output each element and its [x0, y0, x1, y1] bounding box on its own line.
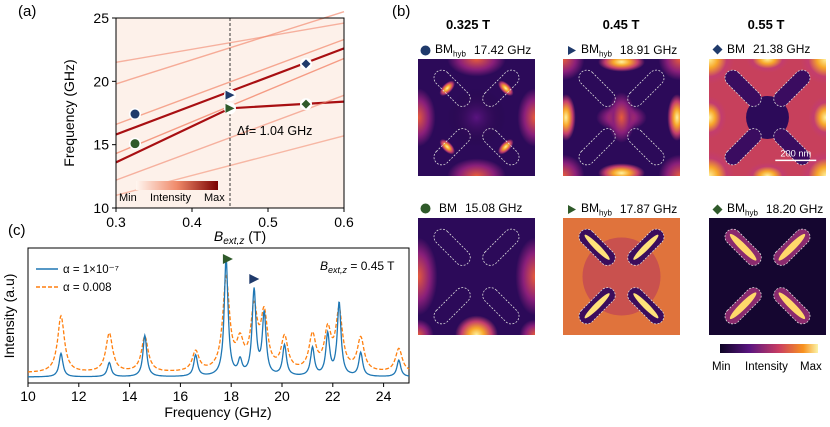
y-tick-label: 25	[93, 10, 109, 26]
field-label-1: 0.325 T	[445, 17, 491, 32]
mode-profile-6	[709, 218, 826, 335]
dispersion-colorbar-min: Min	[119, 192, 137, 204]
x-tick-label: 0.4	[182, 214, 202, 230]
dispersion-y-label: Frequency (GHz)	[61, 59, 77, 166]
field-label-3: 0.55 T	[747, 17, 785, 32]
spectrum-series-1	[28, 257, 410, 378]
branch-4	[115, 38, 345, 126]
y-tick-label: 10	[93, 200, 109, 216]
marker-diamond-6	[301, 99, 311, 109]
panel-b-label: (b)	[392, 3, 411, 20]
dispersion-chart: 25 20 15 10 0.3 0.4 0.5 0.6 Frequency (GHz) Be…	[61, 10, 354, 245]
spectrum-y-label: Intensity (a.u)	[1, 274, 17, 359]
mode-colorbar: Min Intensity Max	[712, 344, 822, 373]
legend-label-2: α = 0.008	[63, 282, 112, 294]
field-label-2: 0.45 T	[602, 17, 640, 32]
x-tick-label: 0.5	[258, 214, 278, 230]
marker-triangle-5	[225, 103, 235, 113]
spectrum-markers	[222, 254, 260, 284]
mode-label-5: BMhyb 17.87 GHz	[567, 201, 677, 217]
mode-profile-2	[563, 59, 680, 176]
mode-label-1: BMhyb 17.42 GHz	[420, 42, 531, 58]
branch-6	[115, 22, 345, 63]
mode-label-3: BM 21.38 GHz	[712, 42, 810, 56]
spectrum-marker-2	[249, 274, 260, 284]
mode-profile-5	[563, 218, 680, 335]
circle-icon	[420, 203, 431, 213]
marker-circle-4	[130, 139, 140, 149]
triangle-icon	[568, 204, 576, 214]
branch-5	[115, 11, 345, 85]
spectrum-legend: α = 1×10⁻⁷ α = 0.008	[36, 264, 119, 294]
marker-circle-1	[130, 109, 140, 119]
dispersion-y-ticks: 25 20 15 10	[93, 10, 116, 216]
dispersion-colorbar-max: Max	[204, 192, 225, 204]
mode-colorbar-mid: Intensity	[745, 361, 788, 373]
x-tick-label: 10	[20, 388, 36, 404]
spectrum-chart: 10 12 14 16 18 20 22 24 Intensity (a.u) Frequen…	[1, 247, 410, 420]
mode-colorbar-min: Min	[712, 361, 731, 373]
triangle-icon	[568, 45, 576, 55]
x-tick-label: 22	[325, 388, 341, 404]
x-tick-label: 0.3	[106, 214, 126, 230]
dispersion-markers	[129, 57, 312, 150]
dispersion-colorbar	[136, 181, 218, 190]
dispersion-x-ticks: 0.3 0.4 0.5 0.6	[106, 208, 354, 230]
panel-c-label: (c)	[8, 222, 26, 239]
spectrum-series-2	[28, 274, 410, 373]
dispersion-frame	[115, 17, 345, 209]
mode-label-4: BM 15.08 GHz	[420, 201, 522, 215]
spectrum-marker-1	[222, 254, 233, 264]
legend-label-1: α = 1×10⁻⁷	[63, 264, 119, 276]
delta-f-annotation: Δf= 1.04 GHz	[237, 124, 312, 138]
marker-diamond-3	[301, 59, 311, 69]
y-tick-label: 15	[93, 137, 109, 153]
spectrum-x-ticks: 10 12 14 16 18 20 22 24	[20, 383, 392, 404]
mode-profile-3: 200 nm	[709, 59, 826, 176]
diamond-icon	[712, 204, 723, 215]
dispersion-colorbar-mid: Intensity	[150, 192, 191, 204]
mode-profile-4	[418, 218, 535, 335]
spectrum-frame	[27, 247, 410, 384]
spectrum-x-label: Frequency (GHz)	[164, 404, 271, 420]
x-tick-label: 16	[173, 388, 189, 404]
marker-triangle-2	[225, 90, 235, 100]
dispersion-x-label: Bext,z (T)	[214, 228, 266, 245]
scale-bar-label: 200 nm	[780, 149, 811, 159]
mode-profile-1	[418, 59, 535, 176]
x-tick-label: 18	[223, 388, 239, 404]
mode-colorbar-max: Max	[800, 361, 822, 373]
x-tick-label: 14	[122, 388, 138, 404]
mode-label-2: BMhyb 18.91 GHz	[567, 42, 677, 58]
x-tick-label: 0.6	[334, 214, 354, 230]
mode-label-6: BMhyb 18.20 GHz	[712, 201, 823, 217]
field-annotation: Bext,z = 0.45 T	[320, 259, 395, 275]
diamond-icon	[712, 44, 723, 54]
x-tick-label: 12	[71, 388, 87, 404]
y-tick-label: 20	[93, 73, 109, 89]
panel-a-label: (a)	[18, 3, 37, 20]
x-tick-label: 20	[274, 388, 290, 404]
x-tick-label: 24	[376, 388, 392, 404]
circle-icon	[420, 45, 431, 56]
